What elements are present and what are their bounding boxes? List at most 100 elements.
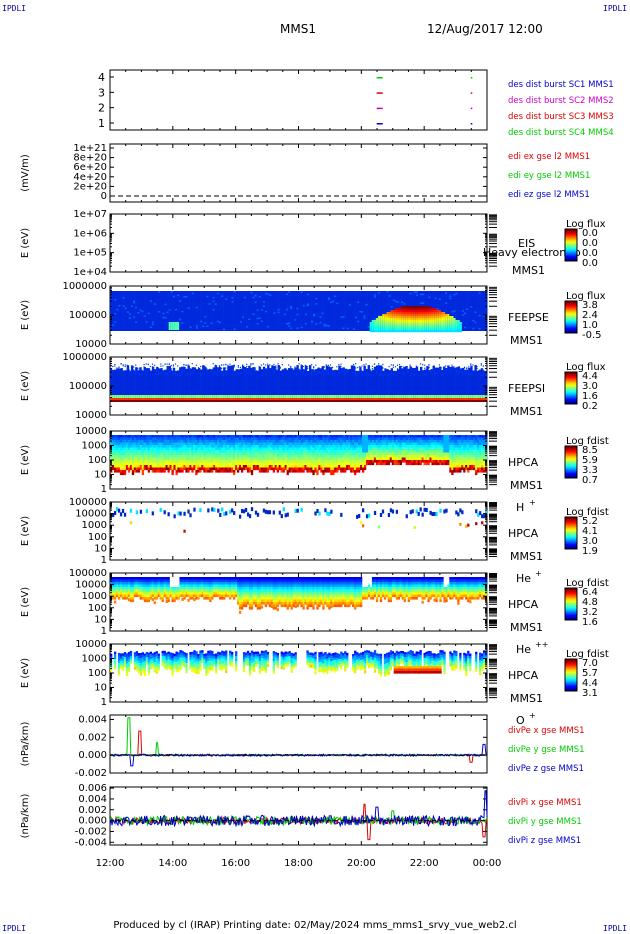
- feepsi-cell: [269, 400, 272, 402]
- feepsi-cell: [298, 369, 301, 401]
- hpca_h-cell: [250, 452, 254, 456]
- corner-label-tr: IPDLI: [603, 4, 628, 13]
- hpca_h-cell: [227, 435, 230, 438]
- hpca_h-cell: [413, 447, 416, 451]
- feepse-cell: [407, 322, 410, 325]
- feepsi-cell: [415, 398, 419, 400]
- feepsi-cell: [120, 395, 123, 398]
- hpca_h-cell: [352, 445, 355, 448]
- hpca_h-cell: [185, 460, 188, 463]
- hpca_h-cell: [308, 457, 311, 461]
- feepse-cell: [388, 291, 391, 331]
- feepse-cell: [139, 309, 142, 312]
- feepsi-cell: [166, 400, 169, 402]
- feepsi-cell: [135, 400, 138, 402]
- hpca_h-cell: [383, 462, 387, 466]
- feepsi-cell: [371, 365, 374, 367]
- feepsi-cell: [248, 371, 250, 373]
- hpca_h-cell: [225, 435, 228, 438]
- feepse-cell: [292, 291, 295, 331]
- feepsi-cell: [153, 398, 157, 400]
- hpca_h-cell: [242, 447, 246, 451]
- feepse-cell: [440, 320, 444, 323]
- hpca_h-cell: [360, 440, 363, 443]
- feepsi-cell: [407, 395, 410, 398]
- hpca_h-cell: [326, 457, 329, 461]
- hpca_h-cell: [405, 437, 408, 441]
- hpca_h-cell: [304, 450, 307, 453]
- feepse-cell: [126, 291, 130, 331]
- feepsi-cell: [352, 395, 356, 398]
- hpca_h-cell: [238, 452, 242, 456]
- hpca_h-cell: [344, 435, 347, 438]
- hpca_h-cell: [111, 465, 115, 468]
- hpca_h-cell: [258, 470, 262, 473]
- feepse-cell: [133, 301, 136, 304]
- feepse-cell: [396, 318, 400, 321]
- feepsi-cell: [417, 400, 421, 402]
- hpca_h-cell: [298, 455, 301, 458]
- hpca_h-cell: [131, 470, 135, 473]
- feepse-cell: [392, 330, 396, 333]
- feepse-cell: [459, 326, 463, 329]
- hpca_h-cell: [171, 440, 174, 443]
- hpca_h-cell: [340, 465, 343, 468]
- feepsi-cell: [323, 395, 327, 398]
- feepse-cell: [168, 291, 172, 331]
- feepse-cell: [422, 316, 425, 319]
- hpca_h-cell: [350, 470, 353, 473]
- hpca_h-cell: [348, 462, 351, 466]
- feepsi-cell: [285, 368, 288, 370]
- hpca_h-cell: [397, 457, 400, 461]
- hpca_h-cell: [282, 470, 285, 473]
- hpca_h-cell: [187, 470, 190, 473]
- feepsi-cell: [388, 398, 391, 400]
- hpca_h-cell: [401, 450, 404, 453]
- feepse-cell: [434, 322, 438, 325]
- hpca_h-cell: [288, 465, 291, 468]
- feepse-cell: [315, 303, 318, 305]
- feepse-cell: [369, 324, 373, 327]
- eis-cbar-cell: [565, 245, 577, 248]
- hpca_h-cell: [179, 442, 182, 446]
- feepse-cell: [434, 326, 438, 329]
- feepse-cell: [135, 306, 138, 309]
- feepse-cell: [250, 291, 253, 331]
- hpca_h-cell: [294, 442, 297, 446]
- hpca_h-cell: [282, 435, 285, 438]
- feepsi-cell: [332, 398, 335, 400]
- feepse-cell: [264, 292, 268, 295]
- hpca_h-cell: [129, 465, 133, 468]
- hpca_h-cell: [121, 457, 125, 461]
- hpca_h-cell: [397, 455, 400, 458]
- hpca_h-cell: [260, 437, 264, 441]
- feepsi-cell: [380, 372, 382, 375]
- hpca_h-cell: [391, 445, 395, 448]
- feepse-cell: [419, 326, 423, 329]
- feepsi-cell: [424, 373, 426, 376]
- feepse-cell: [455, 330, 458, 333]
- hpca_h-cell: [292, 460, 295, 463]
- feepsi-cell: [256, 395, 260, 398]
- hpca_h-cell: [141, 452, 145, 456]
- burst-legend-entry: des dist burst SC1 MMS1: [508, 80, 614, 90]
- hpca_h-cell: [193, 437, 196, 441]
- feepsi-cell: [419, 363, 422, 365]
- hpca_h-cell: [306, 455, 309, 458]
- feepsi-cell: [480, 398, 484, 400]
- feepsi-cell: [206, 395, 209, 398]
- feepsi-cell: [166, 398, 169, 400]
- feepse-cell: [419, 328, 423, 331]
- hpca_h-cell: [240, 440, 244, 443]
- hpca_h-cell: [328, 435, 331, 438]
- feepsi-cell: [380, 365, 383, 401]
- feepsi-cell: [137, 398, 140, 400]
- feepsi-cell: [300, 364, 302, 366]
- feepsi-cell: [195, 364, 198, 366]
- feepsi-cell: [275, 365, 277, 367]
- hpca_h-cell: [369, 460, 373, 463]
- hpca_h-cell: [127, 455, 131, 458]
- feepsi-cell: [227, 364, 229, 366]
- feepse-cell: [459, 322, 463, 325]
- feepse-cell: [434, 308, 438, 311]
